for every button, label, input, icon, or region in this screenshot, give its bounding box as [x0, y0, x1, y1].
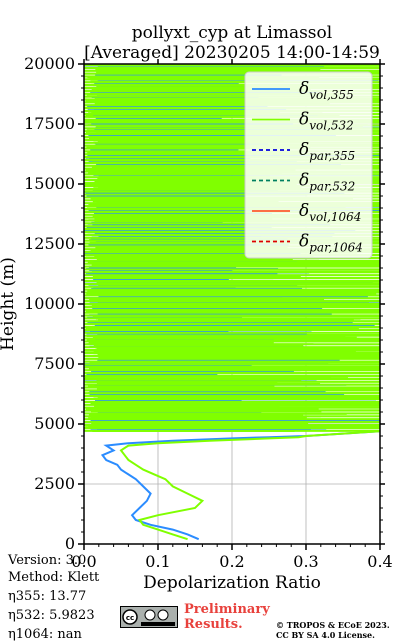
series-layer: [84, 64, 380, 541]
axis-ticks: 0.0 0.1 0.2 0.3 0.4 0 2500 5000 7500 10000 12500 15…: [24, 54, 393, 571]
legend-label: δvol,1064: [299, 201, 361, 224]
y-tick-label: 17500: [24, 114, 75, 133]
y-tick-label: 20000: [24, 54, 75, 73]
y-tick-label: 5000: [34, 414, 75, 433]
chart-title: pollyxt_cyp at Limassol: [132, 23, 332, 43]
info-block: Version: 3.0 Method: Klett η355: 13.77 η…: [8, 552, 99, 643]
preliminary-notice: Preliminary Results.: [184, 602, 270, 632]
x-tick-label: 0.4: [367, 552, 392, 571]
noise-region: [84, 64, 380, 433]
y-tick-label: 0: [65, 534, 75, 553]
copyright-line1: © TROPOS & ECoE 2023.: [276, 620, 390, 630]
legend-label: δpar,532: [299, 171, 355, 194]
svg-text:cc: cc: [126, 614, 134, 622]
y-tick-label: 7500: [34, 354, 75, 373]
eta532-text: η532: 5.9823: [8, 608, 95, 623]
legend-label: δvol,355: [299, 79, 354, 102]
version-text: Version: 3.0: [8, 553, 87, 568]
copyright-notice: © TROPOS & ECoE 2023. CC BY SA 4.0 Licen…: [276, 620, 390, 640]
legend-label: δvol,532: [299, 110, 354, 133]
x-tick-label: 0.3: [293, 552, 318, 571]
eta1064-text: η1064: nan: [8, 627, 82, 642]
legend: δvol,355 δvol,532 δpar,355 δpar,532 δvol,106…: [244, 71, 373, 259]
plot-area: 0.0 0.1 0.2 0.3 0.4 0 2500 5000 7500 10000 12500 15…: [24, 54, 393, 571]
preliminary-line2: Results.: [184, 617, 243, 632]
y-tick-label: 2500: [34, 474, 75, 493]
y-tick-label: 15000: [24, 174, 75, 193]
y-axis-label: Height (m): [0, 257, 18, 351]
preliminary-line1: Preliminary: [184, 602, 270, 617]
cc-by-sa-icon: cc: [120, 606, 178, 628]
copyright-line2: CC BY SA 4.0 License.: [276, 630, 375, 640]
method-text: Method: Klett: [8, 570, 100, 585]
x-axis-label: Depolarization Ratio: [143, 573, 321, 593]
x-tick-label: 0.0: [71, 552, 96, 571]
y-tick-label: 12500: [24, 234, 75, 253]
x-tick-label: 0.1: [145, 552, 170, 571]
series-line-1: [119, 430, 380, 541]
eta355-text: η355: 13.77: [8, 589, 87, 604]
legend-label: δpar,1064: [299, 232, 363, 255]
chart-subtitle: [Averaged] 20230205 14:00-14:59: [84, 43, 380, 63]
series-line-0: [100, 430, 380, 541]
legend-label: δpar,355: [299, 140, 355, 163]
x-tick-label: 0.2: [219, 552, 244, 571]
y-tick-label: 10000: [24, 294, 75, 313]
